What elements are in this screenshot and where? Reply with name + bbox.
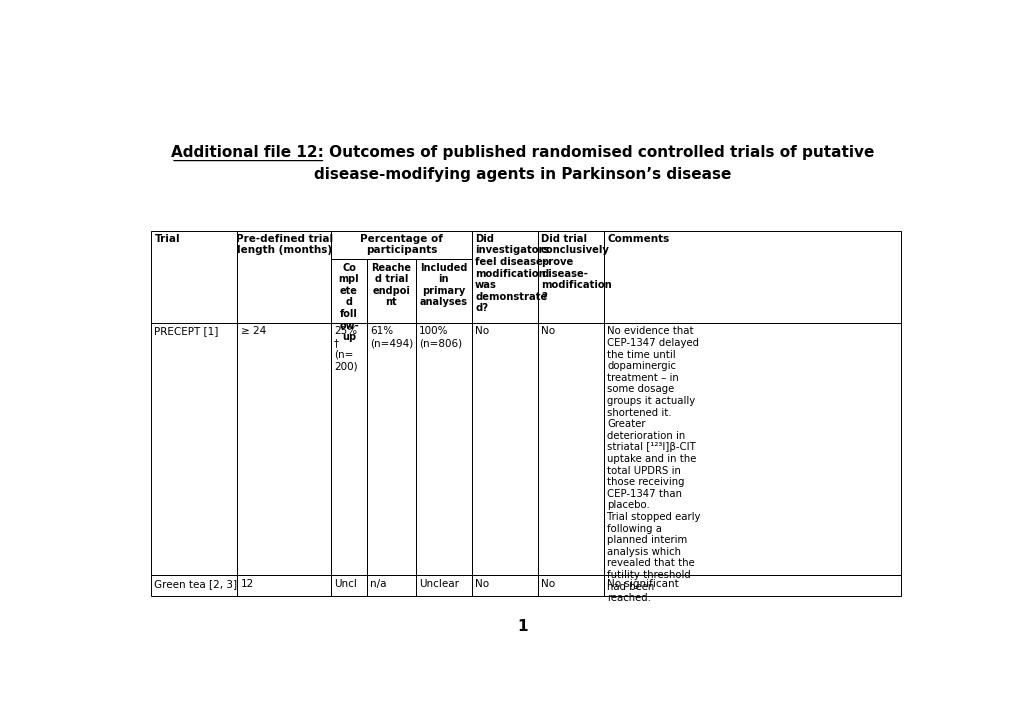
Bar bbox=[537, 575, 603, 596]
Bar bbox=[537, 230, 603, 323]
Bar bbox=[416, 575, 472, 596]
Bar bbox=[331, 259, 367, 323]
Text: ≥ 24: ≥ 24 bbox=[240, 326, 266, 336]
Bar bbox=[331, 575, 367, 596]
Bar bbox=[603, 230, 900, 323]
Text: Pre-defined trial
length (months): Pre-defined trial length (months) bbox=[235, 234, 332, 256]
Bar bbox=[237, 575, 331, 596]
Text: Reache
d trial
endpoi
nt: Reache d trial endpoi nt bbox=[371, 263, 411, 307]
Text: Comments: Comments bbox=[606, 234, 668, 244]
Bar bbox=[367, 575, 416, 596]
Bar bbox=[472, 575, 537, 596]
Text: Uncl: Uncl bbox=[334, 579, 357, 589]
Bar bbox=[151, 230, 237, 323]
Text: disease-modifying agents in Parkinson’s disease: disease-modifying agents in Parkinson’s … bbox=[314, 167, 731, 181]
Text: No: No bbox=[475, 326, 489, 336]
Text: No significant: No significant bbox=[606, 579, 678, 589]
Bar bbox=[151, 575, 237, 596]
Bar bbox=[331, 323, 367, 575]
Text: Percentage of
participants: Percentage of participants bbox=[360, 234, 442, 256]
Text: No evidence that
CEP-1347 delayed
the time until
dopaminergic
treatment – in
som: No evidence that CEP-1347 delayed the ti… bbox=[606, 326, 700, 603]
Bar bbox=[603, 323, 900, 575]
Text: No: No bbox=[475, 579, 489, 589]
Bar bbox=[367, 259, 416, 323]
Text: 12: 12 bbox=[240, 579, 254, 589]
Text: 25%
†
(n=
200): 25% † (n= 200) bbox=[334, 326, 358, 372]
Text: Did
investigators
feel disease-
modification
was
demonstrate
d?: Did investigators feel disease- modifica… bbox=[475, 234, 549, 313]
Bar bbox=[603, 575, 900, 596]
Text: 1: 1 bbox=[517, 619, 528, 634]
Text: Did trial
conclusively
prove
disease-
modification
?: Did trial conclusively prove disease- mo… bbox=[540, 234, 611, 302]
Text: 61%
(n=494): 61% (n=494) bbox=[370, 326, 413, 348]
Bar bbox=[472, 323, 537, 575]
Text: Green tea [2, 3]: Green tea [2, 3] bbox=[154, 579, 237, 589]
Bar bbox=[416, 323, 472, 575]
Text: Co
mpl
ete
d
foll
ow-
up: Co mpl ete d foll ow- up bbox=[338, 263, 359, 342]
Text: Trial: Trial bbox=[154, 234, 179, 244]
Text: Unclear: Unclear bbox=[419, 579, 459, 589]
Bar bbox=[237, 230, 331, 323]
Bar bbox=[151, 323, 237, 575]
Bar bbox=[537, 323, 603, 575]
Text: Included
in
primary
analyses: Included in primary analyses bbox=[420, 263, 468, 307]
Bar bbox=[367, 323, 416, 575]
Bar bbox=[416, 259, 472, 323]
Text: Additional file 12: Outcomes of published randomised controlled trials of putati: Additional file 12: Outcomes of publishe… bbox=[171, 145, 873, 160]
Bar bbox=[237, 323, 331, 575]
Text: n/a: n/a bbox=[370, 579, 386, 589]
Text: 100%
(n=806): 100% (n=806) bbox=[419, 326, 462, 348]
Text: No: No bbox=[540, 326, 554, 336]
Bar bbox=[331, 230, 472, 259]
Text: No: No bbox=[540, 579, 554, 589]
Bar bbox=[472, 230, 537, 323]
Text: PRECEPT [1]: PRECEPT [1] bbox=[154, 326, 218, 336]
